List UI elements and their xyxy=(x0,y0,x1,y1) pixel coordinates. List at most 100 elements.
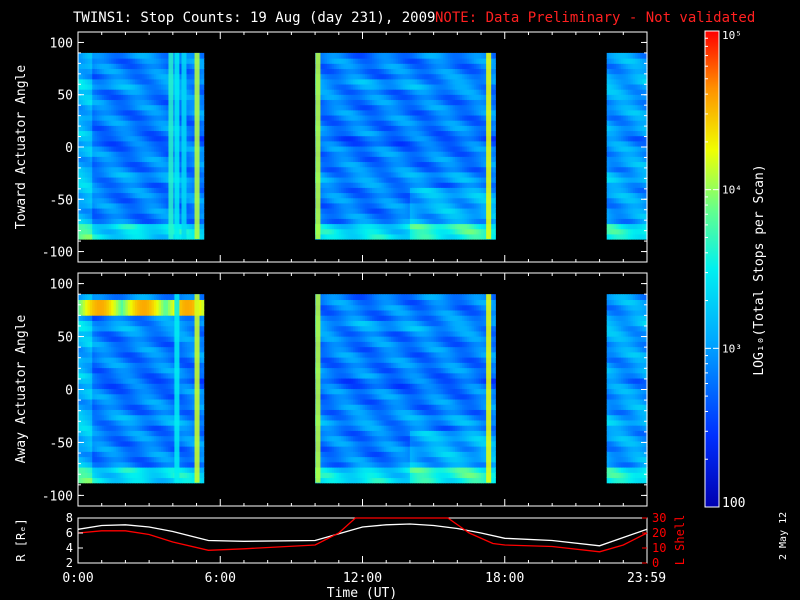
toward-cell-2299 xyxy=(338,73,342,80)
toward-cell-386 xyxy=(101,99,105,106)
toward-cell-142 xyxy=(85,58,89,64)
toward-cell-4790 xyxy=(616,223,620,230)
toward-cell-94 xyxy=(82,120,86,126)
toward-cell-2952 xyxy=(383,233,387,240)
toward-cell-1852 xyxy=(198,151,202,157)
toward-cell-71 xyxy=(80,52,84,59)
toward-cell-502 xyxy=(108,58,112,64)
toward-cell-2424 xyxy=(348,171,352,178)
toward-cell-3687 xyxy=(431,156,435,163)
toward-cell-4270 xyxy=(469,120,473,126)
toward-cell-2719 xyxy=(367,135,371,142)
toward-cell-1247 xyxy=(158,114,162,121)
toward-cell-4727 xyxy=(611,176,615,183)
toward-cell-254 xyxy=(94,223,98,230)
toward-cell-4404 xyxy=(478,171,482,178)
toward-cell-2782 xyxy=(371,182,375,188)
toward-cell-4267 xyxy=(469,135,473,142)
toward-cell-954 xyxy=(139,140,143,147)
toward-cell-2635 xyxy=(362,197,366,204)
toward-cell-1269 xyxy=(160,187,164,194)
toward-cell-4655 xyxy=(606,176,610,183)
toward-cell-424 xyxy=(104,89,108,95)
toward-cell-3816 xyxy=(440,233,444,240)
toward-cell-428 xyxy=(104,68,108,75)
toward-cell-2501 xyxy=(353,145,356,152)
toward-cell-4668 xyxy=(606,109,610,116)
toward-cell-797 xyxy=(130,207,134,214)
toward-cell-1153 xyxy=(153,228,157,235)
toward-cell-2027 xyxy=(322,176,326,183)
toward-cell-2920 xyxy=(381,213,385,219)
toward-cell-3651 xyxy=(428,156,432,163)
toward-cell-1578 xyxy=(179,78,183,85)
toward-cell-3515 xyxy=(419,114,423,121)
toward-cell-2413 xyxy=(348,228,352,235)
toward-cell-3727 xyxy=(433,135,437,142)
toward-cell-2702 xyxy=(367,223,371,230)
toward-cell-3159 xyxy=(395,94,399,101)
toward-cell-2 xyxy=(78,223,81,230)
toward-cell-2919 xyxy=(381,218,385,225)
toward-cell-2452 xyxy=(350,213,354,219)
toward-cell-2830 xyxy=(374,120,378,126)
toward-cell-469 xyxy=(108,228,112,235)
toward-cell-1464 xyxy=(172,109,176,116)
toward-cell-990 xyxy=(142,140,145,147)
toward-cell-510 xyxy=(111,202,115,209)
toward-cell-4610 xyxy=(492,223,496,230)
toward-cell-505 xyxy=(111,228,115,235)
toward-cell-451 xyxy=(106,135,110,142)
toward-cell-2217 xyxy=(334,125,338,132)
toward-cell-14 xyxy=(78,161,81,168)
toward-cell-726 xyxy=(125,202,129,209)
toward-cell-2266 xyxy=(336,58,340,64)
toward-cell-1893 xyxy=(201,125,205,132)
toward-cell-3730 xyxy=(433,120,437,126)
toward-cell-3459 xyxy=(417,218,420,225)
toward-cell-4291 xyxy=(471,197,475,204)
toward-cell-931 xyxy=(137,73,141,80)
toward-cell-3829 xyxy=(440,166,444,173)
toward-cell-2159 xyxy=(329,52,333,59)
toward-cell-815 xyxy=(130,114,134,121)
toward-cell-455 xyxy=(106,114,110,121)
toward-cell-1468 xyxy=(172,89,176,95)
toward-cell-2045 xyxy=(322,83,326,90)
toward-cell-872 xyxy=(134,192,138,199)
toward-cell-1363 xyxy=(165,73,169,80)
toward-cell-1331 xyxy=(163,52,167,59)
toward-cell-3098 xyxy=(393,223,397,230)
toward-cell-4629 xyxy=(492,125,496,132)
toward-cell-517 xyxy=(111,166,115,173)
toward-cell-2141 xyxy=(329,145,333,152)
toward-cell-4701 xyxy=(609,125,613,132)
toward-cell-2839 xyxy=(374,73,378,80)
toward-cell-4741 xyxy=(611,104,615,111)
toward-cell-2577 xyxy=(357,125,361,132)
toward-cell-1046 xyxy=(146,223,150,230)
toward-cell-1353 xyxy=(165,125,169,132)
toward-cell-2282 xyxy=(338,161,342,168)
toward-cell-2092 xyxy=(326,213,330,219)
toward-cell-2156 xyxy=(329,68,333,75)
toward-cell-2180 xyxy=(331,130,335,137)
toward-cell-4142 xyxy=(462,223,466,230)
toward-cell-3851 xyxy=(440,52,444,59)
toward-cell-4074 xyxy=(457,202,461,209)
toward-cell-3300 xyxy=(405,109,409,116)
toward-cell-4370 xyxy=(476,161,480,168)
toward-cell-2683 xyxy=(364,135,368,142)
toward-cell-4101 xyxy=(457,63,461,70)
toward-cell-2572 xyxy=(357,151,361,157)
toward-cell-2985 xyxy=(383,63,387,70)
toward-cell-467 xyxy=(106,52,110,59)
toward-cell-1896 xyxy=(201,109,205,116)
toward-cell-694 xyxy=(123,182,127,188)
toward-cell-197 xyxy=(89,145,93,152)
toward-cell-4639 xyxy=(492,73,496,80)
toward-cell-3274 xyxy=(402,58,406,64)
toward-cell-1108 xyxy=(149,89,153,95)
toward-cell-3810 xyxy=(438,78,442,85)
toward-cell-609 xyxy=(115,63,119,70)
